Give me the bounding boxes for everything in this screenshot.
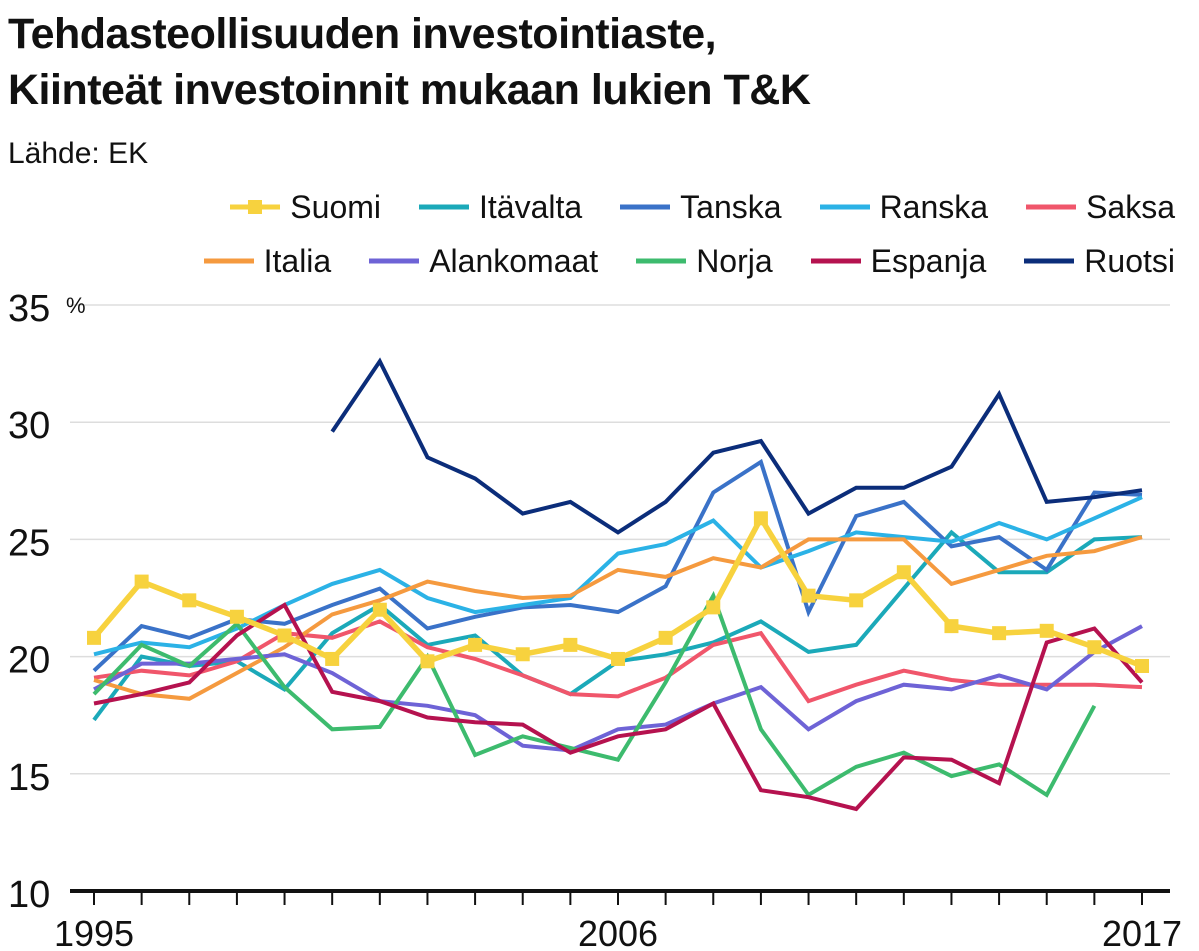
y-tick-label: 10 <box>8 874 50 916</box>
chart-source: Lähde: EK <box>8 137 149 170</box>
data-point-suomi <box>801 588 816 603</box>
legend-swatch-itavalta <box>419 204 469 210</box>
legend-row-2: Italia Alankomaat Norja Espanja Ruotsi <box>175 234 1175 288</box>
series-line-tanska <box>92 458 1143 673</box>
data-point-suomi <box>944 619 959 634</box>
data-point-suomi <box>87 630 101 645</box>
legend-item-ranska: Ranska <box>819 188 989 226</box>
legend-item-espanja: Espanja <box>810 242 987 280</box>
data-point-suomi <box>325 651 340 666</box>
legend-swatch-espanja <box>810 258 861 264</box>
data-point-suomi <box>468 637 483 652</box>
data-point-suomi <box>992 626 1007 641</box>
data-point-suomi <box>134 574 149 589</box>
series-line-norja <box>92 590 1097 798</box>
legend-swatch-ruotsi <box>1024 258 1075 264</box>
legend-swatch-tanska <box>620 204 671 210</box>
data-point-suomi <box>420 654 435 669</box>
legend-label-italia: Italia <box>263 242 332 279</box>
data-point-suomi <box>896 565 911 580</box>
legend-label-saksa: Saksa <box>1086 188 1175 225</box>
legend-row-1: Suomi Itävalta Tanska Ranska Saksa <box>175 180 1175 234</box>
data-point-suomi <box>753 511 768 526</box>
data-point-suomi <box>1039 623 1054 638</box>
data-point-suomi <box>277 628 292 643</box>
legend-label-tanska: Tanska <box>680 188 782 225</box>
legend-item-saksa: Saksa <box>1026 189 1175 226</box>
data-point-suomi <box>1135 658 1149 673</box>
legend-item-norja: Norja <box>636 242 773 280</box>
data-point-suomi <box>563 637 578 652</box>
data-point-suomi <box>229 609 244 624</box>
chart-title-line1: Tehdasteollisuuden investointiaste, <box>8 10 717 58</box>
series-line-saksa <box>93 619 1143 704</box>
data-point-suomi <box>182 593 197 608</box>
legend-item-italia: Italia <box>203 242 332 280</box>
legend: Suomi Itävalta Tanska Ranska Saksa Itali… <box>175 180 1175 288</box>
y-tick-label: 35 <box>8 288 50 330</box>
series-line-alankomaat <box>93 624 1143 753</box>
legend-swatch-saksa <box>1026 204 1077 210</box>
y-unit-label: % <box>66 293 86 318</box>
legend-label-ranska: Ranska <box>879 188 989 225</box>
legend-swatch-ranska <box>819 204 870 210</box>
data-point-suomi <box>658 630 673 645</box>
chart-title: Tehdasteollisuuden investointiaste, Kiin… <box>8 6 811 118</box>
legend-label-espanja: Espanja <box>870 242 987 279</box>
legend-swatch-italia <box>203 258 254 264</box>
legend-label-alankomaat: Alankomaat <box>429 242 599 279</box>
legend-item-alankomaat: Alankomaat <box>369 243 598 280</box>
y-tick-label: 25 <box>8 522 50 564</box>
data-point-suomi <box>611 651 625 666</box>
legend-item-suomi: Suomi <box>230 189 381 226</box>
legend-swatch-suomi <box>230 200 281 214</box>
legend-label-norja: Norja <box>696 242 773 279</box>
y-tick-label: 15 <box>8 757 50 799</box>
y-tick-label: 30 <box>8 405 50 447</box>
legend-swatch-alankomaat <box>369 258 420 264</box>
data-point-suomi <box>372 602 387 617</box>
legend-item-tanska: Tanska <box>620 188 782 226</box>
x-tick-label: 2017 <box>1102 913 1182 951</box>
data-point-suomi <box>515 647 530 662</box>
data-point-suomi <box>849 593 864 608</box>
data-point-suomi <box>706 600 721 615</box>
legend-label-itavalta: Itävalta <box>479 188 583 225</box>
data-point-suomi <box>1087 640 1102 655</box>
legend-item-itavalta: Itävalta <box>419 189 582 226</box>
x-tick-label: 1995 <box>54 913 134 951</box>
legend-marker <box>248 200 263 214</box>
legend-item-ruotsi: Ruotsi <box>1024 243 1175 280</box>
legend-swatch-norja <box>636 258 687 264</box>
x-tick-label: 2006 <box>578 913 658 951</box>
legend-label-ruotsi: Ruotsi <box>1084 242 1175 279</box>
series-line-espanja <box>93 602 1144 812</box>
chart-title-line2: Kiinteät investoinnit mukaan lukien T&K <box>8 66 811 114</box>
y-tick-label: 20 <box>8 640 50 682</box>
legend-label-suomi: Suomi <box>290 188 381 225</box>
series-line-ruotsi <box>330 357 1143 535</box>
